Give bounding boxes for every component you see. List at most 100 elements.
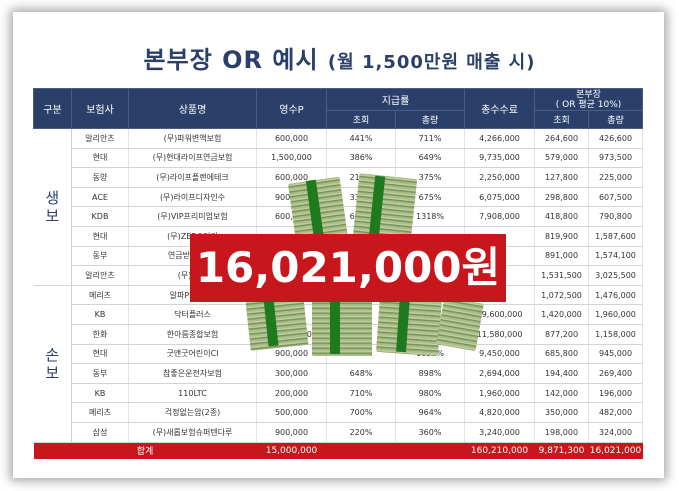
cell-insurer: 메리츠 [71,402,129,423]
title-sub: (월 1,500만원 매출 시) [327,52,536,73]
cell-total: 964% [395,402,466,423]
cell-hq-total: 225,000 [588,167,644,188]
cell-hq-total: 3,025,500 [588,265,644,286]
header-commission: 총수수료 [464,88,536,129]
table-row: KB 110LTC 200,000 710% 980% 1,960,000 142,000 1… [34,383,644,404]
category-nonlife: 손 보 [33,285,72,443]
header-hq-line2: ( OR 평균 10%) [555,99,622,110]
cell-premium: 1,500,000 [256,148,327,169]
cell-hq-total: 269,400 [588,363,644,384]
total-amount-banner: 16,021,000원 [190,234,506,302]
cell-insurer: KB [71,304,129,325]
category-life: 생 보 [33,128,72,286]
cell-commission: 1,960,000 [464,383,536,404]
header-pay-first: 초회 [326,110,396,129]
cell-product: 한아름종합보험 [128,324,257,345]
page-title: 본부장 OR 예시 (월 1,500만원 매출 시) [0,40,679,75]
cell-product: 참좋은운전자보험 [128,363,257,384]
total-premium: 15,000,000 [256,442,327,459]
cell-hq-first: 579,000 [534,148,590,169]
total-label: 합계 [33,442,257,459]
cell-first: 648% [326,363,396,384]
cell-first: 220% [326,422,396,443]
header-hq-line1: 본부장 [576,89,601,100]
cell-product: (무)라이프플랜에테크 [128,167,257,188]
cell-commission: 4,266,000 [464,128,536,149]
cell-hq-first: 418,800 [534,206,590,227]
cell-hq-total: 945,000 [588,344,644,365]
total-empty-cell [395,442,465,459]
cell-insurer: 동양 [71,167,129,188]
cell-product: 110LTC [128,383,257,404]
cell-first: 386% [326,148,396,169]
cell-insurer: 알리안츠 [71,265,129,286]
cell-commission: 4,820,000 [464,402,536,423]
cell-hq-first: 264,600 [534,128,590,149]
cell-premium: 500,000 [256,402,327,423]
header-pay-rate: 지급률 [325,88,466,111]
cell-hq-total: 482,000 [588,402,644,423]
cell-first: 710% [326,383,396,404]
cell-commission: 3,240,000 [464,422,536,443]
cell-hq-total: 790,800 [588,206,644,227]
cell-insurer: 현대 [71,226,129,247]
header-category: 구분 [33,88,72,129]
cell-hq-first: 298,800 [534,187,590,208]
cell-premium: 600,000 [256,128,327,149]
cell-first: 441% [326,128,396,149]
cell-product: (무)현대라이프연금보험 [128,148,257,169]
cell-total: 980% [395,383,466,404]
header-hq-first: 초회 [534,110,590,129]
table-row: 삼성 (무)새롭보험슈퍼텐다루 900,000 220% 360% 3,240,000 19… [34,422,644,443]
total-hq-total: 16,021,000 [588,442,643,459]
total-row: 합계 15,000,000 160,210,000 9,871,300 16,0… [33,442,643,459]
cell-insurer: 동부 [71,363,129,384]
cell-hq-total: 196,000 [588,383,644,404]
cell-hq-total: 426,600 [588,128,644,149]
cell-insurer: 알리안츠 [71,128,129,149]
cell-commission: 9,735,000 [464,148,536,169]
cell-hq-first: 350,000 [534,402,590,423]
cell-hq-first: 127,800 [534,167,590,188]
cell-hq-first: 685,800 [534,344,590,365]
cell-hq-first: 819,900 [534,226,590,247]
total-hq-first: 9,871,300 [534,442,589,459]
cell-insurer: 동부 [71,246,129,267]
cell-product: (무)라이프디자인수 [128,187,257,208]
cell-insurer: 현대 [71,148,129,169]
cell-insurer: ACE [71,187,129,208]
commission-table: 구분 보험사 상품명 영수P 지급률 총수수료 본부장 ( OR 평균 10%)… [33,88,644,459]
cell-hq-total: 1,574,100 [588,246,644,267]
cell-hq-first: 1,420,000 [534,304,590,325]
cell-commission: 7,908,000 [464,206,536,227]
cell-hq-total: 1,587,600 [588,226,644,247]
table-body: 생 보 알리안츠 (무)파워변액보험 600,000 441% 711% 4,266,000… [33,128,644,443]
cell-commission: 2,250,000 [464,167,536,188]
cell-total: 360% [395,422,466,443]
title-main: 본부장 OR 예시 [143,46,319,74]
cell-total: 649% [395,148,466,169]
cell-insurer: 삼성 [71,422,129,443]
cell-commission: 2,694,000 [464,363,536,384]
cell-total: 711% [395,128,466,149]
cell-hq-total: 973,500 [588,148,644,169]
cell-hq-first: 877,200 [534,324,590,345]
header-hq: 본부장 ( OR 평균 10%) [534,88,644,111]
table-row: 현대 (무)현대라이프연금보험 1,500,000 386% 649% 9,735,000… [34,148,644,169]
cell-hq-first: 198,000 [534,422,590,443]
cell-hq-first: 142,000 [534,383,590,404]
header-hq-total: 총량 [588,110,644,129]
cell-hq-first: 1,072,500 [534,285,590,306]
header-premium: 영수P [256,88,327,129]
cell-hq-total: 324,000 [588,422,644,443]
table-row: 생 보 알리안츠 (무)파워변액보험 600,000 441% 711% 4,266,000… [33,128,644,286]
cell-total: 898% [395,363,466,384]
total-commission: 160,210,000 [464,442,535,459]
cell-insurer: 메리츠 [71,285,129,306]
cell-premium: 900,000 [256,422,327,443]
cell-hq-first: 891,000 [534,246,590,267]
cell-product: (무)새롭보험슈퍼텐다루 [128,422,257,443]
cell-hq-total: 1,158,000 [588,324,644,345]
cell-product: 닥터플러스 [128,304,257,325]
cell-insurer: 현대 [71,344,129,365]
